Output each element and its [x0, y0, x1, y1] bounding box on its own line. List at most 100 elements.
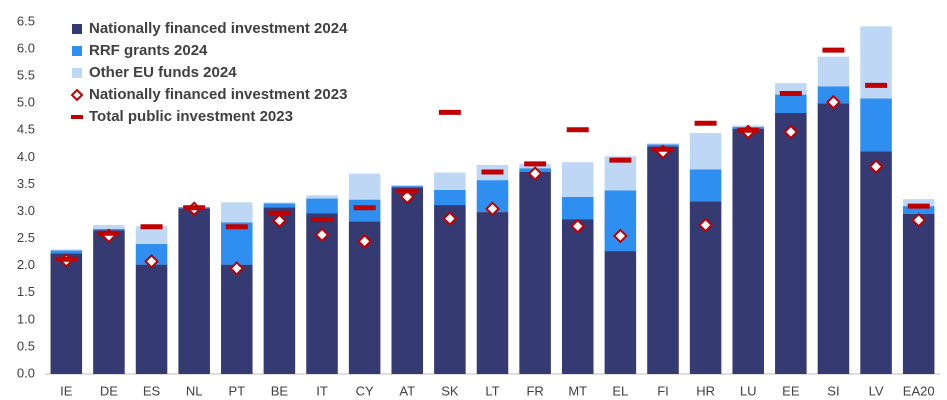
bar — [50, 250, 83, 254]
bar — [391, 187, 424, 374]
diamond-marker — [868, 159, 884, 175]
legend-label: Nationally financed investment 2024 — [89, 20, 348, 37]
bar — [561, 162, 594, 197]
bar — [135, 264, 168, 374]
diamond-marker — [612, 228, 628, 244]
bar — [221, 222, 253, 265]
bar — [306, 195, 338, 199]
x-tick-label: FR — [526, 383, 543, 398]
diamond-marker — [144, 253, 159, 269]
bar — [221, 202, 253, 223]
diamond-marker — [357, 233, 373, 249]
y-tick-label: 0.5 — [17, 338, 35, 353]
bar — [178, 208, 210, 374]
bar — [775, 94, 807, 113]
x-tick-label: IE — [60, 383, 73, 398]
x-tick-label: EL — [612, 383, 628, 398]
y-tick-label: 0.0 — [17, 365, 35, 380]
diamond-marker — [826, 94, 841, 110]
x-tick-label: BE — [271, 383, 289, 398]
diamond-marker — [783, 124, 799, 140]
bar — [689, 169, 722, 202]
legend-label: Other EU funds 2024 — [89, 64, 237, 81]
x-tick-label: SK — [441, 383, 459, 398]
x-tick-label: IT — [316, 383, 328, 398]
x-tick-label: EE — [782, 383, 800, 398]
bar — [434, 205, 466, 374]
x-tick-label: CY — [356, 383, 374, 398]
legend-label: Nationally financed investment 2023 — [89, 86, 347, 103]
diamond-marker — [485, 201, 500, 217]
x-tick-label: PT — [228, 383, 245, 398]
y-tick-label: 6.0 — [17, 41, 35, 56]
diamond-marker — [698, 217, 714, 233]
bar — [561, 219, 594, 374]
bar — [391, 185, 424, 187]
bar — [775, 83, 807, 95]
x-tick-label: EA20 — [903, 383, 935, 398]
bar — [902, 199, 935, 207]
bar — [50, 249, 83, 251]
x-tick-label: MT — [568, 383, 587, 398]
x-tick-label: LT — [485, 383, 499, 398]
bar — [604, 251, 637, 374]
y-tick-label: 5.5 — [17, 68, 35, 83]
bar — [306, 198, 338, 214]
bar — [732, 128, 764, 374]
bar — [135, 226, 168, 245]
x-tick-label: LV — [869, 383, 884, 398]
bar — [93, 225, 125, 229]
x-tick-label: AT — [399, 383, 415, 398]
y-tick-label: 3.0 — [17, 203, 35, 218]
bar — [519, 172, 551, 374]
bar — [689, 133, 722, 170]
legend-swatch — [72, 68, 82, 78]
diamond-marker — [527, 166, 543, 182]
bar — [391, 186, 424, 188]
bar — [817, 56, 850, 87]
bar — [348, 173, 381, 200]
y-tick-label: 6.5 — [17, 13, 35, 28]
legend-label: Total public investment 2023 — [89, 108, 293, 125]
diamond-marker — [314, 227, 330, 243]
x-tick-label: ES — [143, 383, 161, 398]
legend-swatch — [70, 88, 84, 102]
bar — [434, 189, 466, 206]
bar — [348, 199, 381, 222]
bar — [647, 146, 679, 374]
bar — [263, 203, 296, 208]
x-tick-label: HR — [696, 383, 715, 398]
x-tick-label: LU — [740, 383, 757, 398]
bar — [860, 98, 892, 152]
y-tick-label: 1.0 — [17, 311, 35, 326]
x-tick-label: SI — [827, 383, 839, 398]
bar — [263, 207, 296, 374]
legend-label: RRF grants 2024 — [89, 42, 208, 59]
diamond-marker — [229, 260, 245, 276]
bar — [775, 112, 807, 375]
bar — [476, 212, 509, 374]
y-tick-label: 2.0 — [17, 257, 35, 272]
x-tick-label: NL — [186, 383, 203, 398]
y-tick-label: 3.5 — [17, 176, 35, 191]
y-tick-label: 4.5 — [17, 122, 35, 137]
bar — [902, 213, 935, 374]
diamond-marker — [911, 212, 927, 228]
y-tick-label: 5.0 — [17, 95, 35, 110]
bar — [647, 143, 679, 145]
bar — [50, 253, 83, 374]
diamond-marker — [442, 211, 458, 226]
bar — [93, 230, 125, 374]
bar — [434, 172, 466, 190]
diamond-marker — [570, 218, 586, 234]
bar — [817, 103, 850, 374]
y-tick-label: 4.0 — [17, 149, 35, 164]
diamond-marker — [271, 213, 287, 229]
y-tick-label: 2.5 — [17, 230, 35, 245]
bar — [902, 206, 935, 214]
x-tick-label: FI — [657, 383, 669, 398]
bar — [263, 202, 296, 204]
x-tick-label: DE — [100, 383, 118, 398]
diamond-marker — [399, 189, 415, 205]
